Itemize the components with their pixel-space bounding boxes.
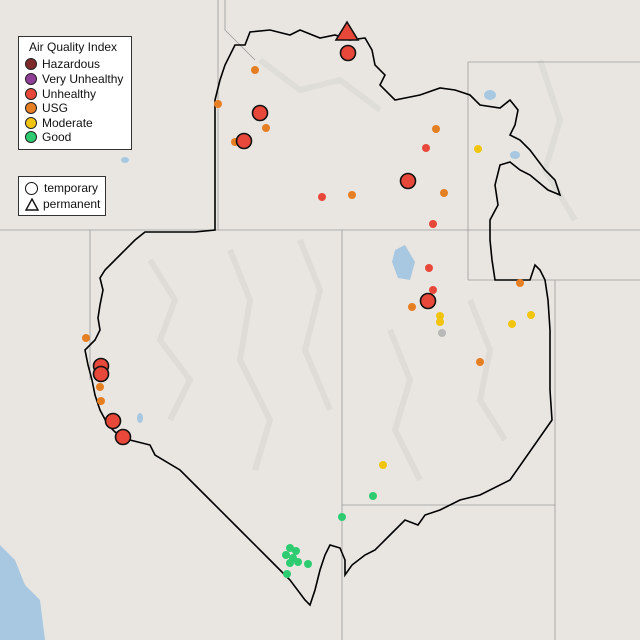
- legend-label: permanent: [43, 197, 101, 211]
- great-salt-lake: [392, 245, 415, 280]
- site-marker-good[interactable]: [282, 551, 290, 559]
- site-marker-unhealthy[interactable]: [429, 220, 437, 228]
- site-marker-usg[interactable]: [440, 189, 448, 197]
- site-marker-good[interactable]: [304, 560, 312, 568]
- legend-item-good: Good: [25, 130, 71, 144]
- temporary-monitor-unhealthy[interactable]: [104, 412, 122, 430]
- site-marker-unhealthy[interactable]: [429, 286, 437, 294]
- site-marker-moderate[interactable]: [436, 318, 444, 326]
- site-marker-usg[interactable]: [516, 279, 524, 287]
- swatch-good: [25, 131, 37, 143]
- lake: [121, 157, 129, 163]
- site-marker-usg[interactable]: [348, 191, 356, 199]
- site-marker-moderate[interactable]: [379, 461, 387, 469]
- site-markers: [82, 20, 535, 578]
- site-marker-unhealthy[interactable]: [318, 193, 326, 201]
- site-marker-good[interactable]: [286, 544, 294, 552]
- legend-item-hazardous: Hazardous: [25, 57, 100, 71]
- legend-item-moderate: Moderate: [25, 116, 93, 130]
- lake: [137, 413, 143, 423]
- site-marker-unknown[interactable]: [438, 329, 446, 337]
- site-marker-usg[interactable]: [432, 125, 440, 133]
- temporary-monitor-unhealthy[interactable]: [251, 104, 269, 122]
- legend-label: temporary: [44, 181, 99, 195]
- site-marker-moderate[interactable]: [474, 145, 482, 153]
- site-marker-usg[interactable]: [82, 334, 90, 342]
- legend-item-usg: USG: [25, 101, 68, 115]
- site-marker-unhealthy[interactable]: [425, 264, 433, 272]
- legend-item-very-unhealthy: Very Unhealthy: [25, 72, 123, 86]
- legend-label: Unhealthy: [42, 87, 97, 101]
- temporary-monitor-unhealthy[interactable]: [92, 365, 110, 383]
- lake: [510, 151, 520, 159]
- region-boundary: [84, 29, 562, 607]
- site-marker-good[interactable]: [286, 559, 294, 567]
- site-marker-good[interactable]: [338, 513, 346, 521]
- temporary-monitor-unhealthy[interactable]: [399, 172, 417, 190]
- site-marker-unhealthy[interactable]: [422, 144, 430, 152]
- site-marker-good[interactable]: [283, 570, 291, 578]
- monitor-type-legend: temporary permanent: [18, 176, 106, 216]
- aqi-legend: Air Quality Index Hazardous Very Unhealt…: [18, 36, 132, 150]
- swatch-very-unhealthy: [25, 73, 37, 85]
- swatch-moderate: [25, 117, 37, 129]
- site-marker-moderate[interactable]: [527, 311, 535, 319]
- temporary-monitor-unhealthy[interactable]: [235, 132, 253, 150]
- legend-label: Good: [42, 130, 72, 144]
- swatch-usg: [25, 102, 37, 114]
- legend-label: Very Unhealthy: [42, 72, 124, 86]
- site-marker-moderate[interactable]: [436, 312, 444, 320]
- swatch-hazardous: [25, 58, 37, 70]
- legend-label: USG: [42, 101, 69, 115]
- site-marker-usg[interactable]: [214, 100, 222, 108]
- legend-item-temporary: temporary: [25, 181, 98, 195]
- site-marker-usg[interactable]: [251, 66, 259, 74]
- swatch-unhealthy: [25, 88, 37, 100]
- temporary-monitor-unhealthy[interactable]: [419, 292, 437, 310]
- legend-item-permanent: permanent: [25, 197, 100, 211]
- permanent-monitor-unhealthy[interactable]: [334, 20, 360, 41]
- circle-icon: [25, 181, 38, 195]
- triangle-icon: [25, 197, 39, 211]
- legend-label: Moderate: [42, 116, 93, 130]
- temporary-monitor-unhealthy[interactable]: [114, 428, 132, 446]
- site-marker-usg[interactable]: [96, 383, 104, 391]
- site-marker-moderate[interactable]: [508, 320, 516, 328]
- site-marker-good[interactable]: [369, 492, 377, 500]
- site-marker-good[interactable]: [294, 558, 302, 566]
- site-marker-usg[interactable]: [476, 358, 484, 366]
- site-marker-usg[interactable]: [262, 124, 270, 132]
- legend-label: Hazardous: [42, 57, 101, 71]
- lake: [484, 90, 496, 100]
- legend-item-unhealthy: Unhealthy: [25, 87, 96, 101]
- ocean: [0, 545, 45, 640]
- site-marker-usg[interactable]: [97, 397, 105, 405]
- site-marker-usg[interactable]: [408, 303, 416, 311]
- legend-title: Air Quality Index: [29, 40, 118, 54]
- site-marker-good[interactable]: [292, 547, 300, 555]
- temporary-monitor-unhealthy[interactable]: [339, 44, 357, 62]
